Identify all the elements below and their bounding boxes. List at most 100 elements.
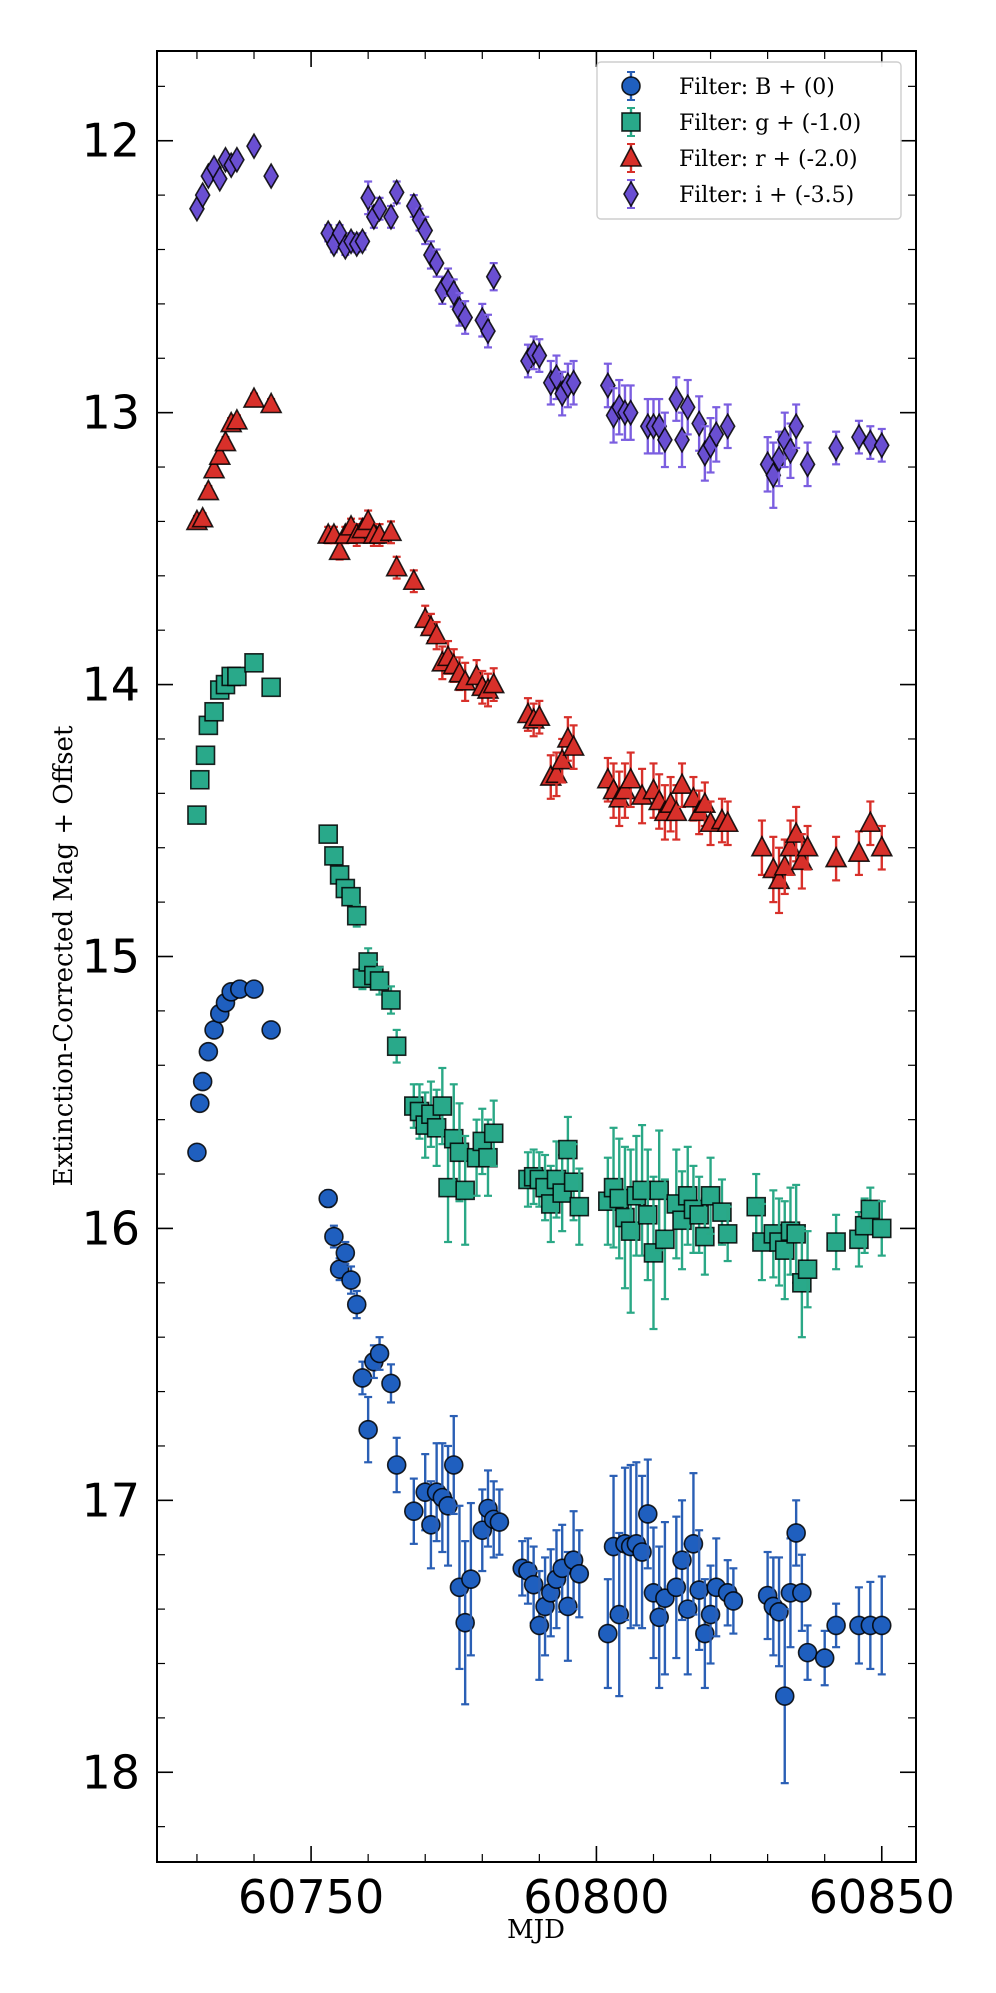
data-point [483,1123,504,1144]
data-point [670,772,694,794]
data-point [664,799,688,822]
legend-label: Filter: g + (-1.0) [679,111,861,136]
data-point [528,704,551,727]
legend-marker [621,76,641,96]
data-point [689,1205,709,1225]
legend-label: Filter: B + (0) [679,75,835,100]
data-point [261,1020,281,1040]
data-point [796,835,819,857]
data-point [774,1240,795,1260]
data-point [599,371,616,400]
data-point [716,810,740,833]
data-point [187,1142,207,1163]
data-point [851,423,867,451]
legend-marker [621,112,641,132]
data-point [328,538,351,561]
data-point [421,1515,441,1535]
data-point [190,1093,210,1114]
data-point [225,408,249,430]
data-point [862,428,879,457]
data-point [404,1501,424,1522]
legend-frame [596,61,902,220]
data-point [788,412,805,440]
data-point [786,1523,806,1543]
data-point [637,1205,658,1225]
data-point [354,227,371,255]
data-point [214,429,237,452]
data-point [227,666,247,687]
x-tick-label: 60850 [809,1870,955,1924]
data-point [461,1569,481,1590]
legend-marker [623,180,639,208]
data-point [385,554,409,577]
series-i [189,132,890,509]
data-point [562,734,585,756]
data-point [847,840,871,862]
data-point [457,303,474,332]
data-point [750,835,774,857]
data-point [194,181,211,209]
y-axis-label: Extinction-Corrected Mag + Offset [49,725,79,1186]
data-point [244,653,264,673]
data-point [489,1512,510,1532]
data-point [432,1096,453,1116]
data-point [666,1577,687,1598]
data-point [381,990,401,1010]
data-point [192,1071,213,1092]
data-point [700,1185,721,1206]
data-point [426,1118,447,1138]
data-point [723,1591,744,1611]
data-point [198,1041,219,1062]
data-point [187,805,207,825]
data-point [386,1455,407,1475]
x-tick-label: 60800 [523,1870,669,1924]
series-g [187,653,892,1339]
data-point [799,450,816,478]
data-point [242,386,266,408]
data-point [263,162,280,190]
data-point [792,1582,812,1603]
y-tick-label: 14 [81,658,140,712]
data-point [191,505,214,528]
data-point [679,393,696,421]
data-point [208,443,232,465]
x-axis-label: MJD [507,1915,565,1945]
data-point [318,1188,339,1209]
y-tick-label: 18 [81,1745,140,1799]
data-point [383,203,399,231]
data-point [656,426,673,454]
data-point [190,769,210,790]
data-point [259,391,283,414]
data-point [358,1419,378,1440]
data-point [569,1563,590,1584]
data-point [352,1368,373,1388]
data-point [346,905,367,926]
data-point [826,1232,846,1252]
data-point [386,1036,407,1057]
data-point [637,1504,658,1524]
data-point [814,1648,835,1668]
data-point [261,677,281,698]
data-point [244,979,264,999]
data-point [870,835,894,857]
data-point [668,385,685,413]
data-point [620,1221,641,1241]
data-point [563,1172,584,1192]
data-point [797,1642,818,1663]
data-point [824,845,848,868]
data-point [197,478,220,501]
data-point [649,1180,669,1201]
data-point [480,317,496,345]
data-point [719,412,736,440]
y-tick-label: 17 [81,1473,140,1527]
data-point [700,1604,721,1625]
legend: Filter: B + (0) Filter: g + (-1.0) Filter:… [596,61,902,220]
data-point [195,745,216,766]
data-point [569,1196,590,1217]
data-point [425,622,448,645]
data-point [871,1218,892,1239]
data-point [649,1607,669,1628]
data-point [859,810,882,833]
